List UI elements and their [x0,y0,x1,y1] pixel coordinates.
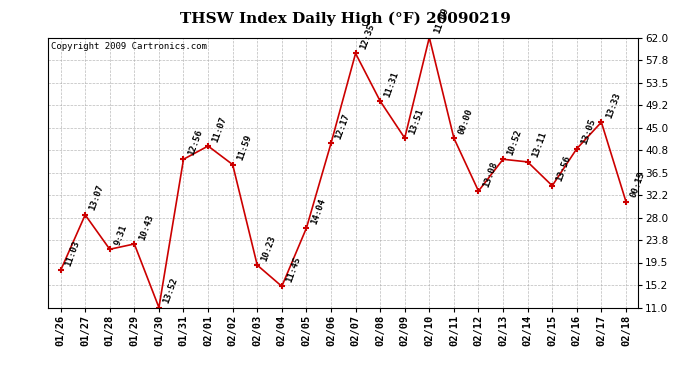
Text: 12:35: 12:35 [358,22,376,51]
Text: 11:09: 11:09 [432,6,450,35]
Text: THSW Index Daily High (°F) 20090219: THSW Index Daily High (°F) 20090219 [179,11,511,26]
Text: 12:56: 12:56 [186,128,204,156]
Text: 10:52: 10:52 [506,128,524,156]
Text: 11:31: 11:31 [383,70,401,98]
Text: 11:59: 11:59 [235,134,253,162]
Text: 13:52: 13:52 [161,276,179,305]
Text: 00:00: 00:00 [457,107,474,135]
Text: 9:31: 9:31 [112,223,128,246]
Text: 13:05: 13:05 [580,118,598,146]
Text: 00:15: 00:15 [629,171,647,199]
Text: 13:07: 13:07 [88,184,106,212]
Text: 10:23: 10:23 [260,234,277,262]
Text: 13:56: 13:56 [555,154,573,183]
Text: 13:51: 13:51 [408,107,425,135]
Text: 11:03: 11:03 [63,239,81,268]
Text: 12:17: 12:17 [334,112,351,141]
Text: 11:07: 11:07 [211,115,228,143]
Text: 13:08: 13:08 [481,160,499,188]
Text: Copyright 2009 Cartronics.com: Copyright 2009 Cartronics.com [51,42,207,51]
Text: 10:43: 10:43 [137,213,155,241]
Text: 11:45: 11:45 [284,255,302,284]
Text: 13:11: 13:11 [531,131,548,159]
Text: 13:33: 13:33 [604,91,622,119]
Text: 14:04: 14:04 [309,197,327,225]
